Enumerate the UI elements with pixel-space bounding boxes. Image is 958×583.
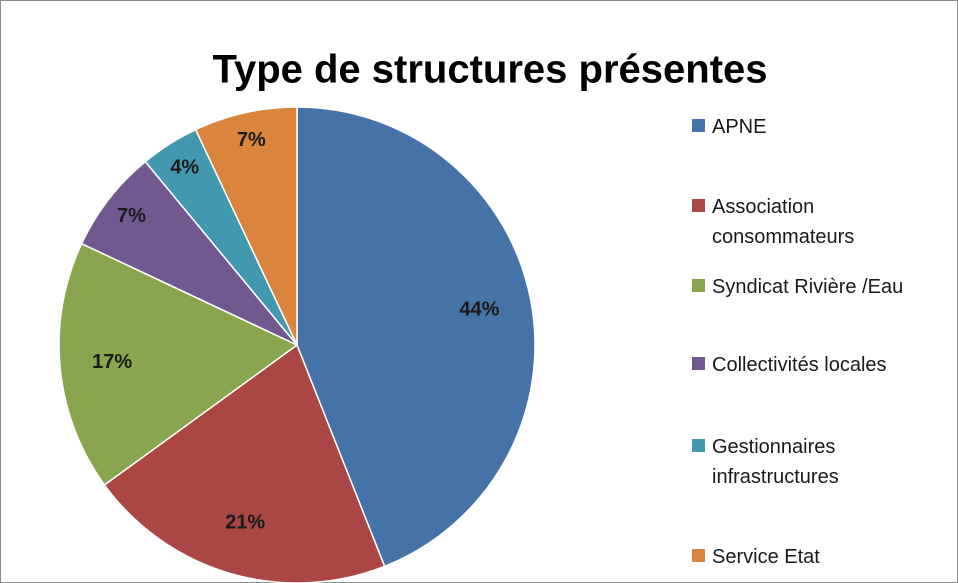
data-label: 17%: [92, 351, 132, 373]
legend-swatch: [692, 119, 705, 132]
legend-swatch: [692, 439, 705, 452]
pie-slice: [80, 160, 298, 346]
data-label: 7%: [237, 129, 266, 151]
legend-swatch: [692, 549, 705, 562]
pie-slice: [296, 106, 536, 568]
legend-label: Collectivités locales: [712, 354, 887, 376]
legend-item: APNE: [692, 112, 927, 142]
data-label: 4%: [170, 156, 199, 178]
pie-slice: [58, 242, 299, 486]
legend-label: APNE: [712, 116, 767, 138]
legend-item: Association consommateurs: [692, 192, 927, 252]
legend-label: Gestionnaires infrastructures: [712, 436, 839, 488]
legend-label: Service Etat: [712, 546, 820, 568]
pie-slice: [103, 343, 386, 583]
legend-item: Syndicat Rivière /Eau: [692, 272, 927, 302]
legend-swatch: [692, 279, 705, 292]
data-label: 7%: [117, 205, 146, 227]
legend-item: Collectivités locales: [692, 350, 927, 380]
chart-title: Type de structures présentes: [212, 48, 767, 92]
legend-item: Gestionnaires infrastructures: [692, 432, 927, 492]
legend-swatch: [692, 357, 705, 370]
pie-slice: [194, 106, 298, 346]
data-label: 44%: [459, 298, 499, 320]
legend-label: Association consommateurs: [712, 196, 855, 248]
data-label: 21%: [225, 512, 265, 534]
legend-label: Syndicat Rivière /Eau: [712, 276, 904, 298]
legend-swatch: [692, 199, 705, 212]
legend-item: Service Etat: [692, 542, 927, 572]
